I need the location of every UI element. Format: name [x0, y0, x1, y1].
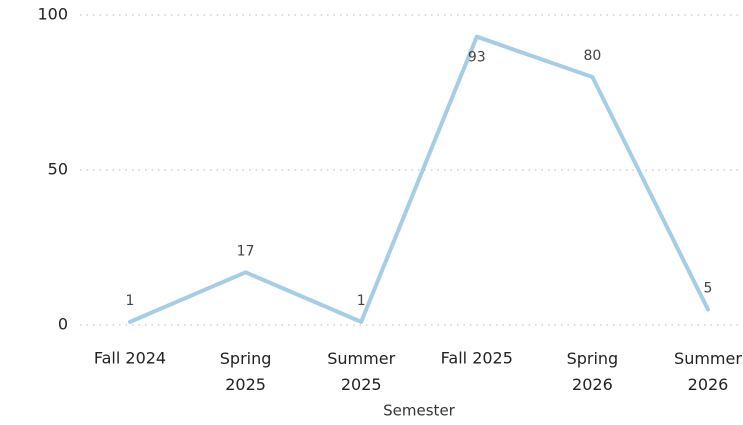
data-label: 1 [357, 293, 366, 309]
line [128, 34, 710, 324]
x-tick-label: Fall 2025 [441, 349, 513, 368]
x-tick-label: Summer 2025 [327, 349, 395, 394]
y-tick-label: 0 [58, 315, 68, 334]
data-label: 5 [704, 281, 713, 297]
data-label: 17 [237, 243, 255, 259]
data-label: 93 [468, 50, 486, 66]
x-tick-label: Summer 2026 [674, 349, 742, 394]
x-axis-title: Semester [383, 402, 456, 420]
y-tick-label: 100 [37, 5, 68, 24]
y-tick-label: 50 [48, 160, 68, 179]
x-tick-label: Spring 2026 [567, 349, 619, 394]
x-tick-label: Spring 2025 [220, 349, 272, 394]
data-label: 80 [583, 48, 601, 64]
x-tick-label: Fall 2024 [94, 349, 166, 368]
data-label: 1 [126, 293, 135, 309]
